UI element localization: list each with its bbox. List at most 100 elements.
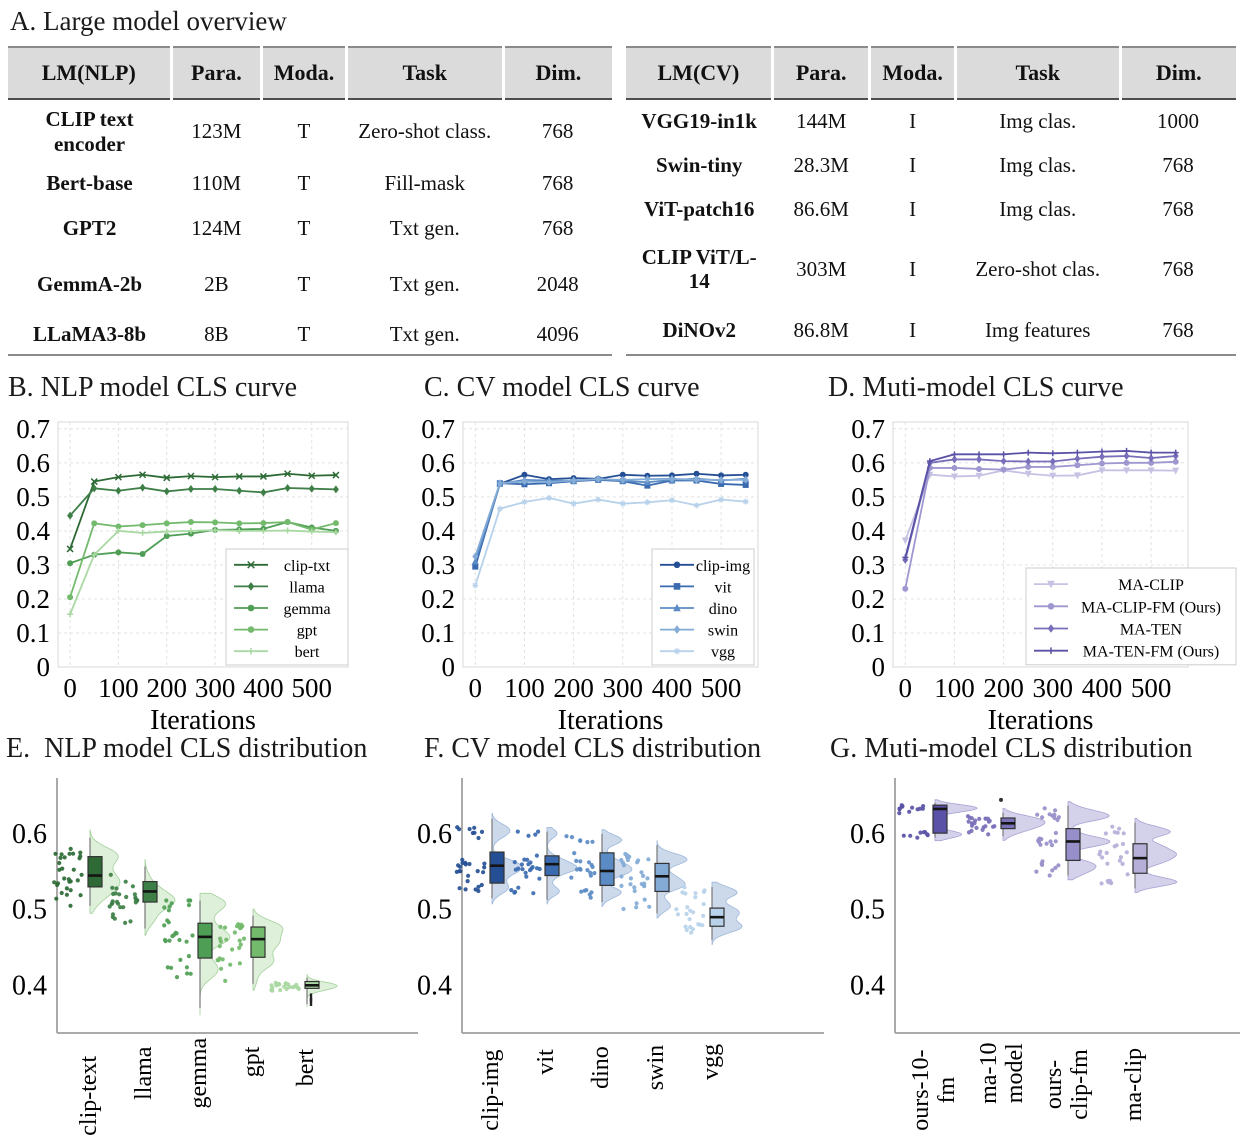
x-tick-label: 500	[701, 673, 742, 703]
x-tick-label: 0	[469, 673, 483, 703]
jitter-dots	[52, 846, 84, 908]
series-gpt	[67, 519, 339, 601]
table-row: GPT2 124M T Txt gen. 768	[8, 203, 612, 253]
raincloud-ours-clip-fm	[1034, 801, 1111, 881]
table-cell: 768	[1162, 152, 1194, 177]
column-header: Task	[953, 46, 1121, 100]
category-label: ours-10-	[908, 1049, 934, 1130]
category-label: ma-clip	[1121, 1048, 1147, 1121]
table-cell: 1000	[1157, 109, 1200, 134]
table-cell: Zero-shot class.	[358, 119, 492, 144]
column-header: Dim.	[501, 46, 612, 100]
model-name-cell: CLIP ViT/L-14	[641, 244, 757, 293]
table-row: ViT-patch16 86.6M I Img clas. 768	[626, 187, 1236, 231]
table-row: Swin-tiny 28.3M I Img clas. 768	[626, 143, 1236, 187]
column-header: Task	[344, 46, 504, 100]
y-tick-label: 0.6	[417, 819, 452, 850]
table-cell: 768	[1162, 196, 1194, 221]
raincloud-vgg	[674, 881, 743, 945]
box	[599, 852, 615, 886]
panel-e-title: E. NLP model CLS distribution	[6, 733, 368, 764]
model-name-cell: VGG19-in1k	[641, 109, 757, 134]
table-cell: I	[909, 256, 917, 281]
y-tick-label: 0.5	[417, 895, 452, 926]
jitter-dots	[897, 803, 930, 840]
category-label: dino	[588, 1046, 614, 1089]
category-label: vgg	[698, 1044, 724, 1080]
outlier-dot	[999, 797, 1003, 802]
category-label: model	[1002, 1043, 1028, 1103]
table-cell: 144M	[796, 109, 847, 134]
panel-a-title: A. Large model overview	[10, 6, 287, 36]
legend-label: swin	[708, 623, 738, 640]
table-cell: 768	[541, 119, 574, 144]
table-cell: 768	[541, 215, 574, 240]
y-tick-label: 0.4	[12, 970, 47, 1001]
category-label: ma-10	[976, 1043, 1002, 1104]
jitter-dots	[1034, 806, 1061, 878]
table-cell: 124M	[191, 215, 242, 240]
y-tick-label: 0.5	[16, 482, 50, 512]
model-name-cell: Bert-base	[46, 170, 133, 195]
model-name-cell: Swin-tiny	[656, 152, 743, 177]
table-cell: 768	[1162, 256, 1194, 281]
table-cell: Txt gen.	[389, 215, 460, 240]
column-header: LM(CV)	[626, 46, 773, 100]
series-MA-TEN-FM (Ours)	[902, 447, 1179, 561]
y-tick-label: 0.6	[12, 819, 47, 850]
series-bert	[67, 527, 339, 618]
y-tick-label: 0	[442, 652, 456, 682]
table-row: GemmA-2b 2B T Txt gen. 2048	[8, 253, 612, 315]
table-cell: 2B	[204, 271, 229, 296]
category-label: bert	[293, 1049, 319, 1087]
series-llama	[67, 483, 339, 520]
table-cell: 86.6M	[793, 196, 849, 221]
table-cell: Txt gen.	[389, 271, 460, 296]
y-tick-label: 0.7	[851, 414, 885, 444]
table-cell: 28.3M	[793, 152, 849, 177]
raincloud-swin	[619, 840, 688, 919]
x-axis-label: Iterations	[558, 705, 664, 736]
legend: MA-CLIP MA-CLIP-FM (Ours) MA-TEN MA-TEN-FM …	[1025, 567, 1237, 666]
model-name-cell: GemmA-2b	[37, 271, 143, 296]
chart-C: 0 0.1 0.2 0.3 0.4 0.5 0.6 0.7 0 100 200 300 400 500 It…	[421, 414, 759, 736]
jitter-dots	[509, 829, 542, 896]
table-cell: I	[909, 152, 917, 177]
category-label: llama	[131, 1046, 157, 1100]
model-name-cell: GPT2	[62, 215, 117, 240]
table-cell: I	[909, 196, 917, 221]
legend-label: gpt	[297, 623, 318, 640]
chart-D: 0 0.1 0.2 0.3 0.4 0.5 0.6 0.7 0 100 200 300 400 500 It…	[851, 414, 1237, 736]
y-tick-label: 0.4	[16, 516, 50, 546]
table-cell: 110M	[191, 170, 242, 195]
panel-b-title: B. NLP model CLS curve	[8, 372, 298, 403]
model-name-cell: DiNOv2	[626, 307, 773, 356]
category-label: clip-text	[76, 1055, 102, 1135]
x-axis-label: Iterations	[988, 705, 1094, 736]
y-tick-label: 0.7	[16, 414, 50, 444]
x-axis-label: Iterations	[150, 705, 256, 736]
jitter-dots	[454, 825, 487, 894]
x-tick-label: 100	[934, 673, 975, 703]
table-cell: 8B	[171, 315, 262, 356]
x-tick-label: 300	[195, 673, 236, 703]
table-cell: 303M	[796, 256, 847, 281]
category-label: ours-	[1041, 1060, 1067, 1109]
column-header: Dim.	[1118, 46, 1236, 100]
legend-label: dino	[709, 601, 737, 618]
half-violin	[1002, 808, 1046, 841]
y-tick-label: 0.4	[851, 516, 885, 546]
legend-label: bert	[295, 644, 320, 661]
box	[932, 804, 948, 834]
x-tick-label: 400	[1082, 673, 1123, 703]
table-row: Bert-base 110M T Fill-mask 768	[8, 163, 612, 203]
series-clip-txt	[66, 470, 340, 553]
table-cell: Img clas.	[999, 152, 1077, 177]
y-tick-label: 0.6	[421, 448, 455, 478]
y-tick-label: 0.6	[16, 448, 50, 478]
table-row: VGG19-in1k 144M I Img clas. 1000	[626, 99, 1236, 143]
y-tick-label: 0.6	[850, 819, 885, 850]
x-tick-label: 400	[243, 673, 284, 703]
raincloud-gpt	[215, 908, 284, 991]
x-tick-label: 400	[652, 673, 693, 703]
